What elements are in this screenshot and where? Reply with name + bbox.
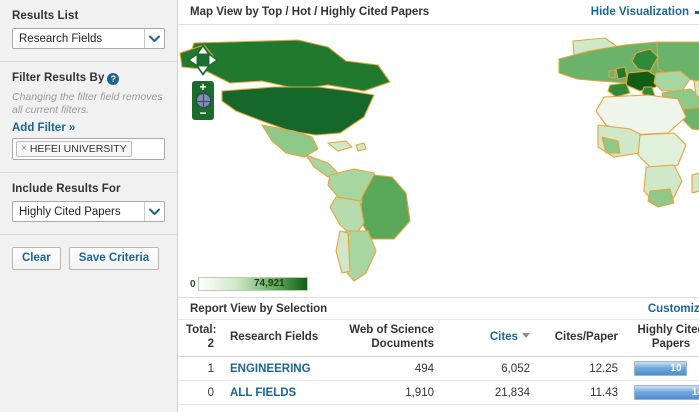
sidebar-actions: Clear Save Criteria (0, 235, 177, 283)
pan-arrows-icon[interactable] (186, 43, 220, 77)
minus-icon (695, 10, 699, 14)
row-cites: 21,834 (442, 380, 538, 406)
globe-icon[interactable] (195, 93, 211, 108)
sort-cites-link[interactable]: Cites (489, 330, 518, 343)
add-filter-link[interactable]: Add Filter » (12, 122, 76, 135)
legend-gradient-bar: 74,921 (197, 277, 308, 291)
pan-control[interactable] (186, 43, 220, 77)
map-legend: 0 74,921 (190, 277, 308, 291)
filter-results-label: Filter Results By? (12, 72, 165, 85)
header-highly-cited-papers: Highly Cited Papers (626, 320, 699, 358)
total-label: Total: (186, 324, 217, 336)
row-cites-per-paper: 11.43 (538, 380, 626, 406)
include-results-block: Include Results For Highly Cited Papers (0, 173, 177, 236)
remove-chip-icon[interactable]: × (21, 143, 27, 155)
row-rank: 0 (178, 380, 222, 406)
table-header-row: Total: 2 Research Fields Web of Science … (178, 320, 699, 358)
highly-cited-value: 14 (691, 386, 699, 398)
map-panel-header: Map View by Top / Hot / Highly Cited Pap… (178, 0, 699, 25)
row-documents: 494 (334, 356, 442, 382)
hide-visualization-label: Hide Visualization (590, 6, 689, 18)
include-results-label: Include Results For (12, 183, 121, 196)
table-row[interactable]: 0 ALL FIELDS 1,910 21,834 11.43 14 (178, 380, 699, 406)
zoom-control[interactable]: + − (192, 81, 214, 120)
total-value: 2 (207, 337, 214, 350)
highly-cited-value: 10 (670, 362, 682, 374)
filter-hint-text: Changing the filter field removes all cu… (12, 91, 163, 117)
header-cites-per-paper: Cites/Paper (538, 320, 626, 358)
map-controls[interactable]: + − (186, 43, 220, 120)
highly-cited-bar: 14 (634, 385, 699, 401)
results-list-label: Results List (12, 10, 79, 22)
row-highly-cited: 10 (626, 356, 699, 382)
research-field-link[interactable]: ALL FIELDS (230, 386, 297, 399)
header-cites[interactable]: Cites (442, 320, 538, 358)
results-list-select[interactable]: Research Fields (12, 28, 165, 49)
include-results-select[interactable]: Highly Cited Papers (12, 201, 165, 223)
chevron-down-icon[interactable] (144, 202, 164, 222)
row-field[interactable]: ALL FIELDS (222, 380, 334, 406)
main-panel: Map View by Top / Hot / Highly Cited Pap… (178, 0, 699, 412)
results-list-block: Results List Research Fields (0, 0, 177, 62)
report-title: Report View by Selection (190, 302, 328, 315)
report-table-body: 1 ENGINEERING 494 6,052 12.25 10 0 ALL F… (178, 356, 699, 406)
results-list-value: Research Fields (19, 32, 103, 45)
report-table-head: Total: 2 Research Fields Web of Science … (178, 320, 699, 358)
save-criteria-button[interactable]: Save Criteria (68, 247, 160, 271)
filter-input[interactable]: × HEFEI UNIVERSITY (12, 138, 165, 161)
research-field-link[interactable]: ENGINEERING (230, 362, 311, 375)
report-table: Total: 2 Research Fields Web of Science … (178, 320, 699, 406)
row-field[interactable]: ENGINEERING (222, 356, 334, 382)
help-icon[interactable]: ? (107, 73, 120, 85)
row-documents: 1,910 (334, 380, 442, 406)
map-panel-title: Map View by Top / Hot / Highly Cited Pap… (190, 6, 430, 18)
header-wos-documents: Web of Science Documents (334, 320, 442, 358)
filter-results-title: Filter Results By (12, 72, 105, 84)
table-row[interactable]: 1 ENGINEERING 494 6,052 12.25 10 (178, 356, 699, 382)
row-highly-cited: 14 (626, 380, 699, 406)
map-visualization[interactable]: + − 0 74,921 (178, 25, 699, 297)
clear-button[interactable]: Clear (12, 247, 61, 271)
row-cites: 6,052 (442, 356, 538, 382)
include-results-value: Highly Cited Papers (19, 205, 121, 218)
filter-results-block: Filter Results By? Changing the filter f… (0, 62, 177, 174)
legend-max-value: 74,921 (253, 278, 285, 289)
highly-cited-bar: 10 (634, 361, 687, 377)
zoom-out-button[interactable]: − (199, 106, 207, 120)
customize-link[interactable]: Customize (647, 302, 699, 315)
report-header: Report View by Selection Customize (178, 297, 699, 320)
sort-descending-icon[interactable] (522, 332, 530, 338)
filter-chip[interactable]: × HEFEI UNIVERSITY (16, 141, 132, 158)
row-rank: 1 (178, 356, 222, 382)
legend-min-value: 0 (190, 278, 196, 290)
hide-visualization-button[interactable]: Hide Visualization (591, 6, 699, 18)
chevron-down-icon[interactable] (144, 29, 164, 48)
filter-chip-label: HEFEI UNIVERSITY (29, 143, 127, 156)
row-cites-per-paper: 12.25 (538, 356, 626, 382)
world-map-svg[interactable] (178, 25, 699, 297)
header-research-fields: Research Fields (222, 320, 334, 358)
sidebar: Results List Research Fields Filter Resu… (0, 0, 178, 412)
zoom-in-button[interactable]: + (199, 80, 207, 94)
total-header: Total: 2 (178, 320, 222, 358)
